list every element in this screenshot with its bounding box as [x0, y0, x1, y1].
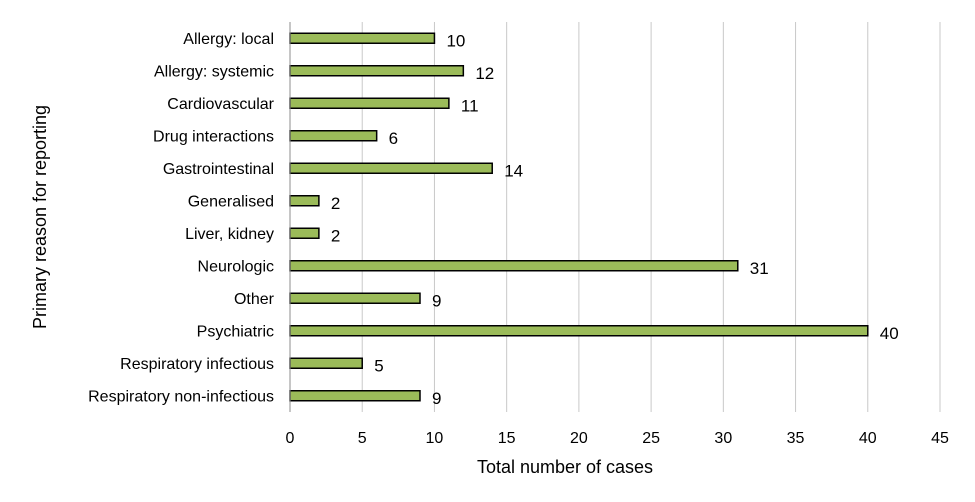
- x-tick-label: 45: [931, 430, 949, 447]
- x-tick-labels: 0 5 10 15 20 25 30 35 40 45: [286, 430, 949, 447]
- x-tick-label: 25: [642, 430, 660, 447]
- data-label: 9: [432, 389, 441, 408]
- data-label: 2: [331, 226, 340, 245]
- data-label: 31: [750, 259, 769, 278]
- data-label: 2: [331, 194, 340, 213]
- bar-gastrointestinal: [289, 162, 493, 174]
- category-label: Psychiatric: [197, 323, 274, 340]
- data-label: 10: [446, 31, 465, 50]
- x-tick-label: 30: [714, 430, 732, 447]
- data-label: 14: [504, 161, 523, 180]
- data-label: 5: [374, 356, 383, 375]
- bar-neurologic: [289, 260, 739, 272]
- bar-respiratory-non-infectious: [289, 390, 421, 402]
- category-label: Gastrointestinal: [163, 161, 274, 178]
- category-label: Cardiovascular: [167, 96, 274, 113]
- bar-generalised: [289, 195, 320, 207]
- category-label: Neurologic: [198, 258, 274, 275]
- data-label: 9: [432, 291, 441, 310]
- category-label: Liver, kidney: [185, 226, 274, 243]
- data-label: 40: [880, 324, 899, 343]
- bar-allergy-local: [289, 32, 436, 44]
- bar-allergy-systemic: [289, 65, 465, 77]
- category-label: Allergy: systemic: [154, 63, 274, 80]
- category-label: Respiratory infectious: [120, 356, 274, 373]
- y-axis-title: Primary reason for reporting: [30, 105, 50, 329]
- x-tick-label: 15: [498, 430, 516, 447]
- category-label: Generalised: [188, 193, 274, 210]
- x-tick-label: 40: [859, 430, 877, 447]
- x-tick-label: 0: [286, 430, 295, 447]
- category-label: Drug interactions: [153, 128, 274, 145]
- gridlines: [361, 22, 941, 412]
- data-label: 11: [461, 96, 479, 115]
- bar-cardiovascular: [289, 97, 450, 109]
- x-axis-title: Total number of cases: [477, 457, 653, 477]
- category-label: Allergy: local: [183, 31, 274, 48]
- bar-liver-kidney: [289, 227, 320, 239]
- bar-psychiatric: [289, 325, 869, 337]
- data-label: 6: [389, 129, 398, 148]
- bar-drug-interactions: [289, 130, 378, 142]
- x-tick-label: 35: [787, 430, 805, 447]
- x-tick-label: 5: [358, 430, 367, 447]
- x-tick-label: 10: [426, 430, 444, 447]
- category-labels: Allergy: local Allergy: systemic Cardiovas…: [88, 31, 275, 406]
- category-label: Respiratory non-infectious: [88, 388, 274, 405]
- x-tick-label: 20: [570, 430, 588, 447]
- category-label: Other: [234, 291, 275, 308]
- bar-other: [289, 292, 421, 304]
- data-label: 12: [475, 64, 494, 83]
- bar-respiratory-infectious: [289, 357, 363, 369]
